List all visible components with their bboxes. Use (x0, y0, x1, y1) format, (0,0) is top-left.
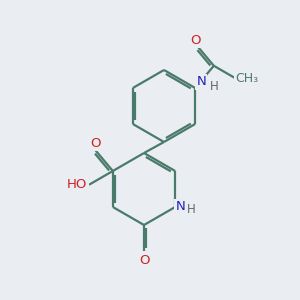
Text: N: N (175, 200, 185, 214)
Text: N: N (196, 76, 206, 88)
Text: H: H (187, 203, 196, 216)
Text: O: O (190, 34, 201, 46)
Text: H: H (210, 80, 219, 94)
Text: HO: HO (67, 178, 88, 191)
Text: O: O (139, 254, 149, 268)
Text: CH₃: CH₃ (235, 72, 258, 85)
Text: O: O (90, 137, 101, 150)
